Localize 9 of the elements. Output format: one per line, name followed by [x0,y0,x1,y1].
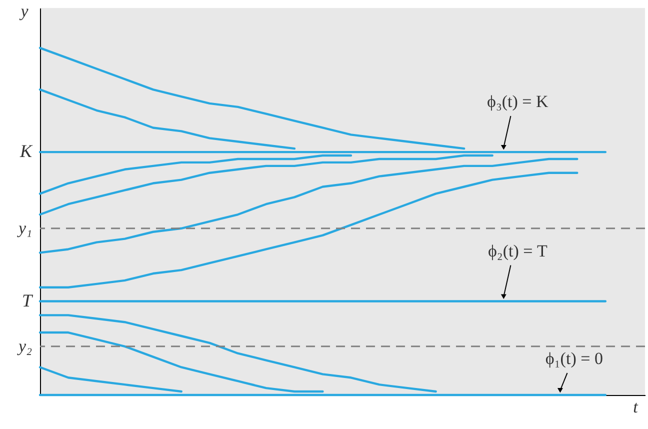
y-axis-title: y [18,2,29,20]
ref-line-label: y₁ [16,218,32,238]
x-axis-title: t [633,398,640,416]
annotation: ϕ₃(t) = K [486,92,550,112]
text: T [22,290,34,310]
annotation: ϕ₁(t) = 0 [545,349,603,368]
text: K [18,141,33,162]
annotation: ϕ₂(t) = T [488,241,548,260]
ref-line-label: y₂ [16,336,32,356]
